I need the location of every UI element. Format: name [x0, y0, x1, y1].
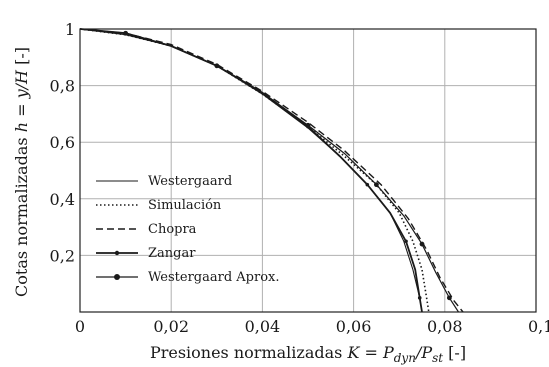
data-point — [305, 122, 311, 128]
plot-frame — [79, 28, 537, 313]
x-tick-label: 0 — [75, 317, 85, 336]
y-tick-labels: 0,2 0,4 0,6 0,8 1 — [50, 20, 75, 265]
legend-marker — [114, 274, 120, 280]
x-tick-label: 0,1 — [528, 317, 549, 336]
x-tick-label: 0,06 — [336, 317, 372, 336]
data-point — [419, 241, 425, 247]
y-axis-label: Cotas normalizadas h = y/H [-] — [12, 47, 31, 297]
data-point — [123, 30, 128, 36]
y-tick-label: 0,6 — [50, 133, 75, 152]
x-tick-label: 0,08 — [427, 317, 463, 336]
x-tick-labels: 0 0,02 0,04 0,06 0,08 0,1 — [75, 317, 549, 336]
data-point — [214, 63, 220, 69]
legend-label: Westergaard Aprox. — [148, 270, 280, 285]
grid — [80, 29, 536, 312]
data-point — [404, 239, 408, 244]
legend-label: Chopra — [148, 222, 197, 237]
x-tick-label: 0,02 — [153, 317, 189, 336]
series-layer — [79, 28, 464, 313]
y-tick-label: 1 — [65, 20, 75, 39]
x-axis-label: Presiones normalizadas K = Pdyn/Pst [-] — [150, 343, 466, 365]
y-tick-label: 0,2 — [50, 246, 75, 265]
legend-label: Simulación — [148, 198, 222, 213]
y-tick-label: 0,8 — [50, 77, 75, 96]
series-line — [79, 28, 460, 313]
data-point — [446, 295, 452, 301]
legend-label: Zangar — [148, 246, 196, 261]
legend: Westergaard Simulación Chopra Zangar Westerg… — [96, 174, 280, 285]
x-tick-label: 0,04 — [245, 317, 281, 336]
data-point — [374, 182, 379, 188]
legend-marker — [114, 250, 120, 256]
legend-label: Westergaard — [148, 174, 232, 189]
data-point — [365, 182, 370, 187]
y-tick-label: 0,4 — [50, 190, 75, 209]
data-point — [417, 296, 422, 300]
series-line — [79, 28, 464, 313]
